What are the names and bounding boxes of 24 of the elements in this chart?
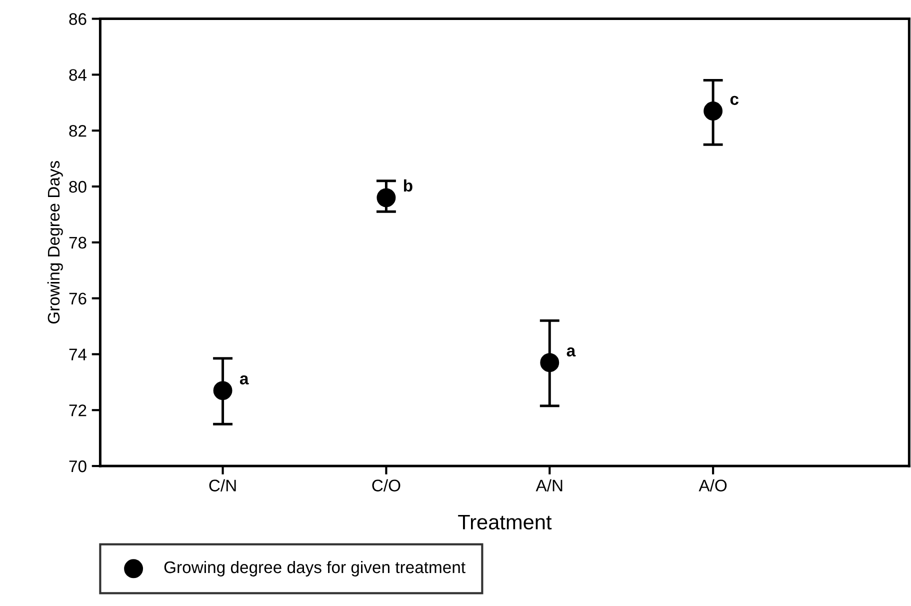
annotation: c [730, 96, 739, 105]
y-tick-label: 76 [69, 292, 86, 305]
y-tick-label: 86 [69, 13, 86, 25]
point [704, 102, 723, 121]
x-tick-label: C/N [209, 479, 236, 492]
legend-label: Growing degree days for given treatment [164, 560, 466, 576]
x-tick-label: C/O [372, 479, 400, 492]
y-axis-title: Growing Degree Days [47, 161, 63, 324]
annotation: b [404, 179, 412, 192]
y-tick-label: 78 [69, 236, 86, 249]
y-tick-label: 84 [69, 69, 87, 81]
annotation: a [566, 347, 576, 357]
x-axis-title: Treatment [458, 514, 552, 530]
x-tick-label: A/O [698, 479, 727, 492]
y-tick-label: 72 [69, 404, 86, 416]
y-tick-label: 80 [69, 180, 86, 193]
y-tick-label: 74 [69, 348, 87, 360]
x-tick-label: A/N [536, 479, 562, 492]
point [213, 381, 232, 400]
point [376, 188, 396, 208]
annotation: a [240, 375, 249, 384]
point [540, 353, 560, 372]
y-tick-label: 82 [69, 124, 86, 137]
y-tick-label: 70 [69, 460, 86, 472]
